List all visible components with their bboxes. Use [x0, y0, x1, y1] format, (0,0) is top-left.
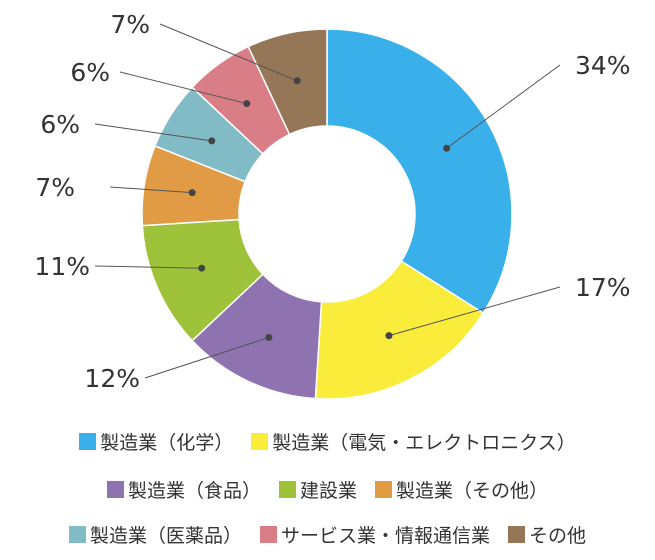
- leader-dot: [293, 77, 301, 85]
- legend-item-food: 製造業（食品）: [106, 476, 261, 503]
- data-label: 6%: [40, 110, 80, 139]
- leader-dot: [443, 144, 451, 152]
- legend-item-chemical: 製造業（化学）: [79, 428, 233, 455]
- data-label: 7%: [35, 173, 75, 202]
- legend-row-3: 製造業（医薬品） サービス業・情報通信業 その他: [0, 521, 655, 548]
- legend-item-service-it: サービス業・情報通信業: [259, 521, 490, 548]
- leader-dot: [385, 332, 393, 340]
- legend-label: 建設業: [299, 480, 357, 502]
- legend-item-electronics: 製造業（電気・エレクトロニクス）: [251, 428, 576, 455]
- donut-chart: 34%17%12%11%7%6%6%7%: [34, 10, 631, 400]
- data-label: 12%: [84, 364, 140, 393]
- leader-line: [109, 186, 193, 194]
- legend-label: 製造業（食品）: [127, 480, 261, 502]
- legend-label: その他: [529, 525, 587, 547]
- legend-label: 製造業（化学）: [100, 432, 234, 454]
- data-labels: 34%17%12%11%7%6%6%7%: [34, 10, 630, 393]
- legend-label: サービス業・情報通信業: [280, 525, 490, 547]
- leader-line: [94, 265, 202, 269]
- data-label: 34%: [575, 51, 631, 80]
- legend-item-other: その他: [508, 521, 586, 548]
- leader-line: [388, 286, 561, 337]
- leader-dot: [188, 189, 196, 197]
- legend-label: 製造業（電気・エレクトロニクス）: [272, 432, 576, 454]
- legend-swatch: [251, 433, 269, 450]
- legend-swatch: [508, 526, 525, 543]
- legend-label: 製造業（医薬品）: [89, 525, 242, 547]
- legend-swatch: [68, 526, 86, 543]
- legend-swatch: [259, 526, 277, 543]
- legend-row-2: 製造業（食品） 建設業 製造業（その他）: [0, 476, 655, 503]
- leader-line: [446, 64, 561, 149]
- legend-swatch: [79, 433, 97, 450]
- data-label: 17%: [575, 273, 631, 302]
- leader-line: [119, 71, 247, 105]
- legend-label: 製造業（その他）: [396, 480, 549, 502]
- legend-swatch: [375, 481, 392, 498]
- data-label: 6%: [70, 58, 110, 87]
- legend-item-manufacturing-other: 製造業（その他）: [375, 476, 548, 503]
- legend-item-construction: 建設業: [278, 476, 357, 503]
- donut-slice: [326, 28, 513, 315]
- legend-row-1: 製造業（化学） 製造業（電気・エレクトロニクス）: [0, 428, 655, 455]
- legend-swatch: [278, 481, 296, 498]
- donut-slice: [314, 260, 485, 400]
- data-label: 11%: [34, 252, 90, 281]
- leader-dot: [243, 100, 251, 108]
- leader-line: [159, 23, 298, 82]
- leader-line: [94, 123, 212, 142]
- legend-swatch: [106, 481, 124, 498]
- leader-dot: [265, 334, 273, 342]
- leader-dot: [208, 137, 216, 145]
- legend-item-pharma: 製造業（医薬品）: [68, 521, 242, 548]
- leader-line: [144, 337, 270, 379]
- slices: [141, 28, 513, 400]
- donut-slice: [247, 28, 328, 136]
- data-label: 7%: [110, 10, 150, 39]
- leader-lines: [94, 23, 561, 379]
- leader-dot: [198, 264, 206, 272]
